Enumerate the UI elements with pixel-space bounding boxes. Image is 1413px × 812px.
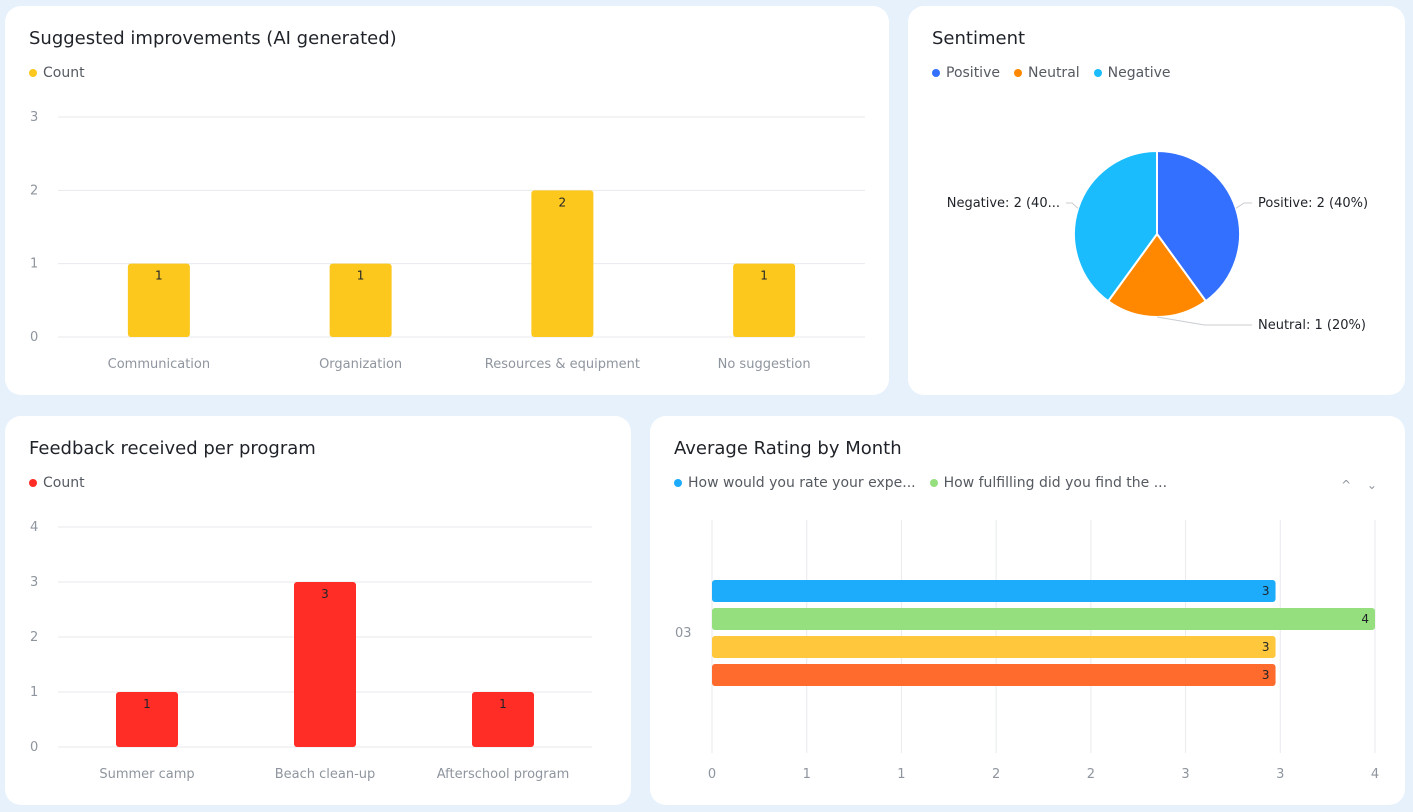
legend-item-negative[interactable]: Negative xyxy=(1093,65,1171,81)
x-tick-label: 0 xyxy=(708,767,716,782)
bar-value-label: 3 xyxy=(1262,584,1270,598)
legend-label: Positive xyxy=(946,65,1000,81)
y-tick-label: 2 xyxy=(30,630,38,645)
legend-item-count[interactable]: Count xyxy=(29,65,85,81)
x-tick-label: No suggestion xyxy=(718,357,811,372)
legend-dot xyxy=(29,479,37,487)
bar-value-label: 4 xyxy=(1361,612,1369,626)
bar xyxy=(712,636,1276,658)
rating-title: Average Rating by Month xyxy=(674,438,902,459)
legend-label: Neutral xyxy=(1027,65,1080,81)
improvements-title: Suggested improvements (AI generated) xyxy=(29,28,397,49)
pie-leader-line xyxy=(1066,202,1079,209)
improvements-legend[interactable]: Count xyxy=(29,64,99,82)
x-tick-label: 3 xyxy=(1181,767,1189,782)
bar-value-label: 1 xyxy=(357,269,365,283)
program-card: Feedback received per program Count 0 1 2 3… xyxy=(5,416,631,805)
program-chart: 0 1 2 3 4 1 Summer camp 3 Beach clean-up 1 Aftersc… xyxy=(30,520,592,782)
improvements-chart: 0 1 2 3 1 Communication 1 Organization 2 Resource… xyxy=(30,110,865,372)
x-tick-label: 2 xyxy=(1087,767,1095,782)
bar xyxy=(329,263,392,337)
y-tick-label: 2 xyxy=(30,183,38,198)
pie-leader-line xyxy=(1235,202,1252,209)
bar xyxy=(116,692,178,747)
bar-value-label: 1 xyxy=(155,269,163,283)
bar-value-label: 3 xyxy=(1262,668,1270,682)
x-tick-label: 2 xyxy=(992,767,1000,782)
legend-item-positive[interactable]: Positive xyxy=(932,65,1000,81)
pie-slice xyxy=(1106,232,1208,318)
legend-label: Count xyxy=(43,65,85,81)
y-tick-label: 4 xyxy=(30,520,38,535)
legend-dot xyxy=(1093,69,1102,77)
y-tick-label: 1 xyxy=(30,685,38,700)
y-tick-label: 3 xyxy=(30,575,38,590)
legend-item-fulfilling[interactable]: How fulfilling did you find the ... xyxy=(929,475,1168,491)
legend-label: Count xyxy=(43,475,85,491)
x-tick-label: Beach clean-up xyxy=(275,767,376,782)
legend-dot xyxy=(674,479,682,487)
sentiment-legend[interactable]: Positive Neutral Negative xyxy=(932,64,1185,82)
bar xyxy=(712,608,1375,630)
legend-label: How fulfilling did you find the ... xyxy=(943,475,1168,491)
y-tick-label: 3 xyxy=(30,110,38,125)
rating-card: Average Rating by Month How would you ra… xyxy=(650,416,1405,805)
x-tick-label: Summer camp xyxy=(99,767,194,782)
program-legend[interactable]: Count xyxy=(29,474,99,492)
pie-slice-label: Negative: 2 (40... xyxy=(947,196,1060,211)
legend-item-experience[interactable]: How would you rate your expe... xyxy=(674,475,916,491)
y-tick-label: 0 xyxy=(30,740,38,755)
x-tick-label: Resources & equipment xyxy=(485,357,640,372)
bar xyxy=(472,692,534,747)
bar xyxy=(294,582,356,747)
x-tick-label: 3 xyxy=(1276,767,1284,782)
legend-item-count[interactable]: Count xyxy=(29,475,85,491)
x-tick-label: 1 xyxy=(897,767,905,782)
legend-label: Negative xyxy=(1107,65,1171,81)
bar-value-label: 1 xyxy=(499,697,507,711)
x-tick-label: Afterschool program xyxy=(437,767,570,782)
bar xyxy=(712,580,1276,602)
bar-value-label: 1 xyxy=(143,697,151,711)
legend-dot xyxy=(1013,69,1022,77)
legend-label: How would you rate your expe... xyxy=(688,475,916,491)
y-tick-label: 0 xyxy=(30,330,38,345)
sentiment-chart: Positive: 2 (40%) Neutral: 1 (20%) Negativ… xyxy=(947,149,1368,333)
sentiment-title: Sentiment xyxy=(932,28,1026,49)
bar xyxy=(127,263,190,337)
x-tick-label: 4 xyxy=(1371,767,1379,782)
legend-dot xyxy=(29,69,37,77)
legend-dot xyxy=(932,69,940,77)
sentiment-card: Sentiment Positive Neutral Negative Posi… xyxy=(908,6,1405,395)
rating-legend[interactable]: How would you rate your expe... How fulf… xyxy=(674,474,1181,492)
program-title: Feedback received per program xyxy=(29,438,316,459)
rating-chart: 0 1 1 2 2 3 3 4 3 4 3 3 03 xyxy=(675,520,1379,782)
bar-value-label: 1 xyxy=(760,269,768,283)
pie-slice xyxy=(1156,149,1241,303)
legend-page-arrows[interactable]: ^ ⌄ xyxy=(1341,478,1383,492)
bar-value-label: 2 xyxy=(559,195,567,209)
pie-leader-line xyxy=(1156,316,1252,326)
legend-dot xyxy=(929,479,938,487)
improvements-card: Suggested improvements (AI generated) Co… xyxy=(5,6,889,395)
pie-slice-label: Positive: 2 (40%) xyxy=(1258,196,1368,211)
x-tick-label: 1 xyxy=(803,767,811,782)
bar xyxy=(733,263,796,337)
bar-value-label: 3 xyxy=(1262,640,1270,654)
x-tick-label: Organization xyxy=(319,357,402,372)
x-tick-label: Communication xyxy=(108,357,210,372)
bar xyxy=(531,190,594,337)
y-tick-label: 1 xyxy=(30,257,38,272)
legend-item-neutral[interactable]: Neutral xyxy=(1013,65,1080,81)
bar xyxy=(712,664,1276,686)
pie-slice xyxy=(1073,149,1158,303)
bar-value-label: 3 xyxy=(321,587,329,601)
pie-slice-label: Neutral: 1 (20%) xyxy=(1258,318,1366,333)
y-tick-label: 03 xyxy=(675,626,692,641)
